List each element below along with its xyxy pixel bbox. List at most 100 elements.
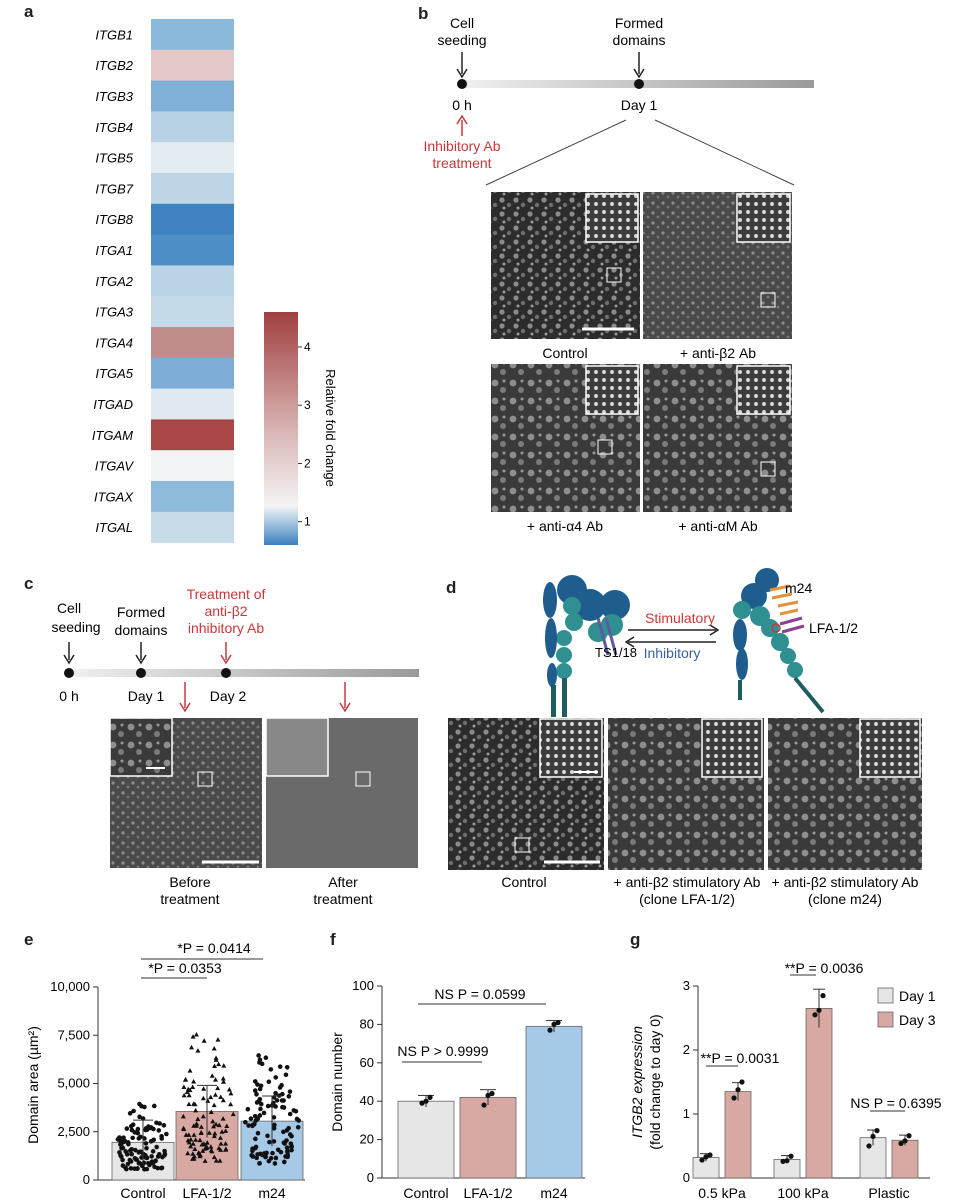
gene-label-itga5: ITGA5 xyxy=(95,366,133,381)
itgb2-expression-chart: 0 1 2 3 0.5 kPa 100 kPa Plastic **P = 0.0036 **P… xyxy=(629,960,942,1200)
x-label-lfa-1/2: LFA-1/2 xyxy=(463,1185,512,1200)
y-tick-label: 0 xyxy=(683,1170,690,1185)
legend-label-1: Day 3 xyxy=(899,1012,936,1028)
c-caption-after: After xyxy=(328,874,358,890)
data-point xyxy=(902,1138,908,1144)
gene-label-itgal: ITGAL xyxy=(95,520,133,535)
d-caption-lfa: + anti-β2 stimulatory Ab xyxy=(614,874,761,890)
data-point xyxy=(489,1090,495,1097)
c-timeline-bar xyxy=(69,669,419,677)
caption-anti-a4: + anti-α4 Ab xyxy=(527,518,603,534)
panel-d: TS1/18 Stimulatory Inhibitory m24 LFA-1/… xyxy=(448,568,922,907)
heatmap-cell-itgb1 xyxy=(151,19,234,51)
legend-label-0: Day 1 xyxy=(899,988,936,1004)
y-axis-label: ITGB2 expression xyxy=(629,1026,645,1138)
heatmap-cell-itga2 xyxy=(151,265,234,297)
c-treatment-1: Treatment of xyxy=(187,586,266,602)
y-tick-label: 40 xyxy=(360,1093,374,1108)
gene-label-itga3: ITGA3 xyxy=(95,305,133,320)
x-label-m24: m24 xyxy=(540,1185,567,1200)
bar-day-3-1 xyxy=(805,1008,833,1179)
data-point xyxy=(780,1158,786,1164)
y-axis-label: Domain number xyxy=(329,1032,345,1132)
integrin-heatmap: ITGB1 ITGB2 ITGB3 ITGB4 ITGB5 ITGB7 ITGB8 ITGA1… xyxy=(92,19,338,545)
c-time-day2: Day 2 xyxy=(210,688,247,704)
y-axis-label-2: (fold change to day 0) xyxy=(647,1014,663,1149)
panel-c: Cell seeding Formed domains Treatment of… xyxy=(51,586,419,907)
data-point xyxy=(485,1092,491,1099)
gene-label-itgb5: ITGB5 xyxy=(95,151,133,166)
data-point xyxy=(481,1102,487,1108)
gene-label-itgax: ITGAX xyxy=(94,489,134,504)
data-point xyxy=(898,1140,904,1147)
heatmap-cell-itga1 xyxy=(151,234,234,266)
bar-day-3-2 xyxy=(891,1139,919,1179)
data-point xyxy=(739,1079,745,1085)
y-tick-label: 2 xyxy=(683,1042,690,1057)
y-tick-label: 100 xyxy=(352,978,374,993)
data-point xyxy=(419,1100,425,1106)
heatmap-cell-itgad xyxy=(151,388,234,420)
c-cell-seeding-2: seeding xyxy=(51,619,100,635)
c-cell-seeding: Cell xyxy=(57,600,81,616)
annotation-ns-9999: NS P > 0.9999 xyxy=(397,1043,488,1059)
heatmap-cell-itgav xyxy=(151,450,234,482)
gene-label-itgb4: ITGB4 xyxy=(95,120,133,135)
colorbar-label: Relative fold change xyxy=(323,369,338,487)
inhibitory-label-d: Inhibitory xyxy=(644,645,701,661)
caption-anti-b2: + anti-β2 Ab xyxy=(680,345,756,361)
inhibitory-label-2: treatment xyxy=(432,155,491,171)
d-caption-m24-2: (clone m24) xyxy=(808,891,882,907)
heatmap-cell-itga3 xyxy=(151,296,234,328)
heatmap-cell-itgb3 xyxy=(151,80,234,112)
gene-label-itga2: ITGA2 xyxy=(95,274,133,289)
data-point xyxy=(423,1098,429,1104)
annotation-p-0036: **P = 0.0036 xyxy=(785,960,864,976)
legend-swatch-0 xyxy=(877,987,894,1004)
ts118-label: TS1/18 xyxy=(595,645,637,660)
y-tick-label: 80 xyxy=(360,1016,374,1031)
panel-letter-f: f xyxy=(330,930,336,949)
bar-control xyxy=(397,1100,455,1179)
data-point xyxy=(707,1152,713,1158)
panel-letter-e: e xyxy=(24,930,34,949)
c-caption-before-2: treatment xyxy=(160,891,219,907)
data-point xyxy=(816,1007,822,1013)
bar-m24 xyxy=(525,1025,583,1179)
y-axis-label: Domain area (µm²) xyxy=(25,1026,41,1144)
c-time-day1: Day 1 xyxy=(128,688,165,704)
caption-control: Control xyxy=(542,345,587,361)
data-point xyxy=(699,1157,705,1163)
annotation-ns-0599: NS P = 0.0599 xyxy=(434,986,525,1002)
data-point xyxy=(866,1143,872,1149)
gene-label-itgb7: ITGB7 xyxy=(95,181,133,196)
gene-label-itgb3: ITGB3 xyxy=(95,89,133,104)
x-label-1: 100 kPa xyxy=(777,1185,829,1200)
d-caption-control: Control xyxy=(501,874,546,890)
colorbar xyxy=(264,312,298,545)
domain-area-chart: 0 2,500 5,000 7,500 10,000 Control LFA-1/2 m24 *… xyxy=(25,940,305,1200)
data-point xyxy=(551,1021,557,1027)
formed-domains-label: Formed xyxy=(615,15,663,31)
colorbar-tick-1: 1 xyxy=(304,515,311,529)
c-formed-domains-2: domains xyxy=(115,622,168,638)
heatmap-cell-itgb7 xyxy=(151,173,234,205)
heatmap-cell-itgb5 xyxy=(151,142,234,174)
x-label-control: Control xyxy=(120,1185,165,1200)
panel-b: Cell seeding Formed domains 0 h Day 1 In… xyxy=(423,15,814,534)
data-point xyxy=(555,1019,561,1026)
panel-letter-d: d xyxy=(446,578,457,597)
time-day1: Day 1 xyxy=(621,97,658,113)
data-point xyxy=(812,1012,818,1018)
heatmap-cell-itgam xyxy=(151,419,234,451)
panel-letter-c: c xyxy=(24,574,34,593)
lfa-label: LFA-1/2 xyxy=(809,620,858,636)
heatmap-cell-itga5 xyxy=(151,357,234,390)
panel-letter-g: g xyxy=(630,930,641,949)
data-point xyxy=(874,1128,880,1134)
heatmap-cell-itgb4 xyxy=(151,111,234,143)
y-tick-label: 0 xyxy=(83,1172,90,1187)
y-tick-label: 20 xyxy=(360,1132,374,1147)
y-tick-label: 2,500 xyxy=(57,1124,90,1139)
c-time-0h: 0 h xyxy=(59,688,78,704)
